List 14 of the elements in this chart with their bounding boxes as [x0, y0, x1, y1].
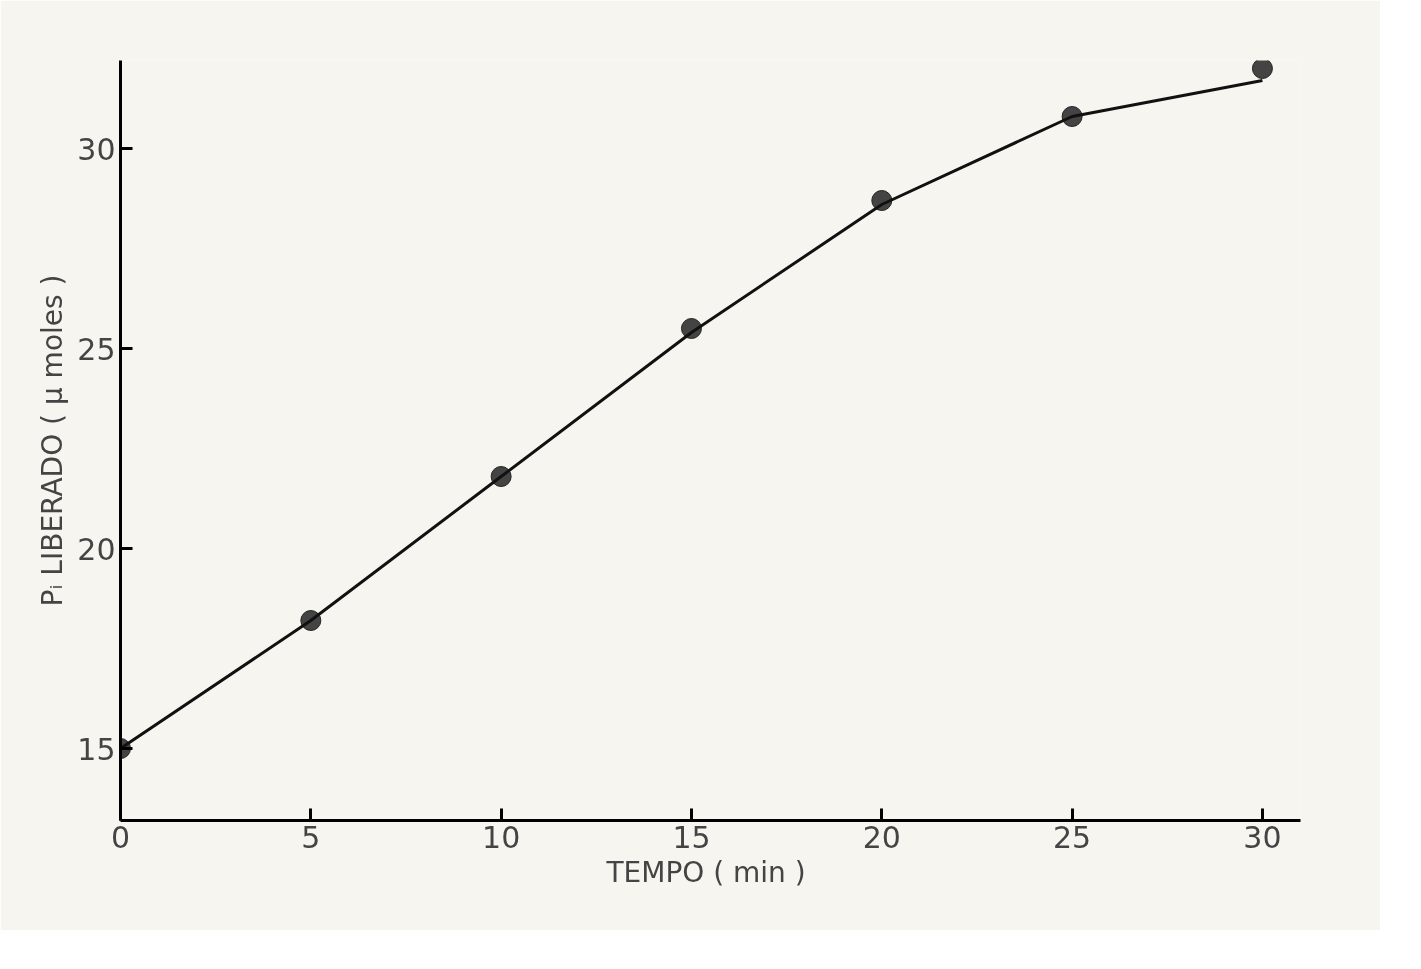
x-tick-label: 15	[672, 819, 711, 855]
y-tick-label: 15	[77, 731, 116, 767]
y-tick-label: 20	[77, 531, 116, 567]
point	[1251, 60, 1273, 79]
x-tick-label: 20	[862, 819, 901, 855]
x-tick-label: 0	[110, 819, 131, 855]
y-tick-label: 30	[77, 131, 116, 167]
x-axis-title: TEMPO ( min )	[605, 855, 806, 889]
y-axis-title: Pᵢ LIBERADO ( μ moles )	[36, 274, 70, 607]
x-tick-label: 5	[301, 819, 321, 855]
x-tick-label: 25	[1053, 819, 1092, 855]
y-tick-label: 25	[77, 331, 116, 367]
x-tick-label: 10	[482, 819, 521, 855]
x-tick-label: 30	[1243, 819, 1282, 855]
